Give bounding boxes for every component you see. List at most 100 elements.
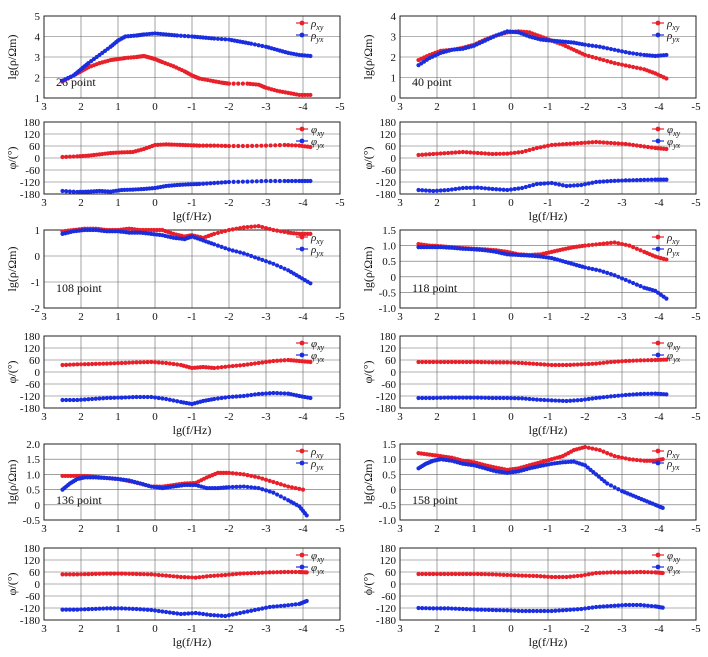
x-tick-label: -4 — [298, 623, 308, 635]
data-point — [167, 397, 172, 402]
data-point — [160, 573, 165, 578]
x-tick-label: -1 — [187, 411, 196, 423]
y-tick-label: -1 — [31, 277, 40, 289]
data-point — [286, 143, 291, 148]
data-point — [212, 573, 217, 578]
data-point — [420, 571, 425, 577]
x-tick-label: 0 — [152, 523, 158, 535]
data-point — [538, 145, 543, 150]
data-point — [631, 602, 636, 608]
data-point — [252, 361, 257, 366]
data-point — [464, 571, 469, 577]
x-axis-label: lg(f/Hz) — [529, 209, 568, 223]
y-tick-label: 0 — [35, 579, 41, 591]
data-point — [60, 154, 65, 160]
data-point — [512, 150, 517, 155]
data-point — [240, 179, 245, 184]
data-point — [308, 92, 313, 98]
data-point — [104, 395, 109, 401]
data-point — [486, 572, 491, 577]
x-tick-label: 0 — [508, 411, 514, 423]
data-point — [277, 178, 282, 184]
x-tick-label: -2 — [224, 101, 233, 113]
x-tick-label: 3 — [41, 101, 47, 113]
x-tick-label: -1 — [543, 411, 552, 423]
legend-entry-xy: ρxy — [652, 18, 680, 32]
panel-118-point: -1.0 -0.5 0 0.5 1.0 1.5 3 2 1 0 -1 -2 -3 -4 -5 lg(ρ/Ωm)… — [361, 225, 701, 323]
data-point — [505, 151, 510, 156]
data-point — [582, 606, 588, 611]
data-point — [300, 487, 306, 492]
data-point — [420, 395, 425, 401]
data-point — [627, 142, 632, 147]
data-point — [93, 396, 98, 401]
legend-entry-yx: φyx — [652, 350, 681, 364]
data-point — [597, 179, 602, 184]
data-point — [223, 228, 228, 234]
data-point — [605, 241, 610, 246]
data-point — [164, 573, 169, 578]
data-point — [308, 359, 313, 365]
data-point — [599, 476, 604, 482]
data-point — [582, 243, 588, 248]
y-tick-label: 5 — [35, 11, 41, 23]
data-point — [193, 610, 198, 616]
x-tick-label: 0 — [508, 623, 514, 635]
data-point — [101, 396, 106, 401]
x-tick-label: -3 — [617, 623, 627, 635]
data-point — [545, 143, 551, 148]
data-point — [638, 284, 643, 289]
series-yx — [416, 602, 665, 614]
data-point — [575, 362, 580, 367]
data-point — [67, 607, 72, 612]
data-point — [186, 34, 191, 39]
data-point — [278, 391, 283, 396]
legend-entry-yx: ρyx — [652, 244, 680, 258]
data-point — [282, 358, 287, 363]
y-tick-label: -1.0 — [379, 303, 397, 315]
data-point — [475, 607, 480, 612]
legend-label: φxy — [311, 338, 325, 352]
data-point — [605, 59, 610, 64]
data-point — [549, 608, 554, 614]
y-tick-label: 120 — [380, 129, 397, 141]
data-point — [594, 570, 599, 576]
data-point — [612, 485, 617, 490]
data-point — [486, 360, 491, 365]
data-point — [245, 143, 250, 149]
y-axis-label: lg(ρ/Ωm) — [361, 247, 375, 292]
data-point — [446, 150, 451, 156]
x-tick-label: 1 — [471, 311, 477, 323]
data-point — [271, 490, 276, 495]
data-point — [275, 391, 280, 396]
data-point — [249, 392, 254, 398]
data-point — [263, 143, 269, 148]
data-point — [267, 604, 272, 610]
x-tick-label: 2 — [434, 411, 440, 423]
data-point — [623, 141, 628, 147]
x-tick-label: -3 — [261, 311, 271, 323]
data-point — [586, 445, 591, 450]
data-point — [575, 573, 580, 579]
data-point — [464, 395, 469, 400]
data-point — [634, 602, 639, 608]
data-point — [534, 397, 540, 402]
data-point — [104, 606, 109, 611]
data-point — [212, 365, 217, 371]
data-point — [175, 33, 180, 38]
data-point — [446, 359, 451, 365]
data-point — [612, 454, 617, 459]
data-point — [475, 359, 480, 365]
data-point — [171, 574, 176, 579]
data-point — [560, 183, 565, 188]
y-axis-label: φ/(°) — [5, 360, 19, 383]
data-point — [468, 185, 473, 190]
data-point — [660, 570, 665, 576]
data-point — [549, 362, 554, 368]
x-tick-label: -2 — [224, 623, 233, 635]
plot-frame — [43, 121, 341, 195]
data-point — [601, 140, 606, 145]
data-point — [112, 571, 117, 576]
data-point — [571, 362, 577, 367]
